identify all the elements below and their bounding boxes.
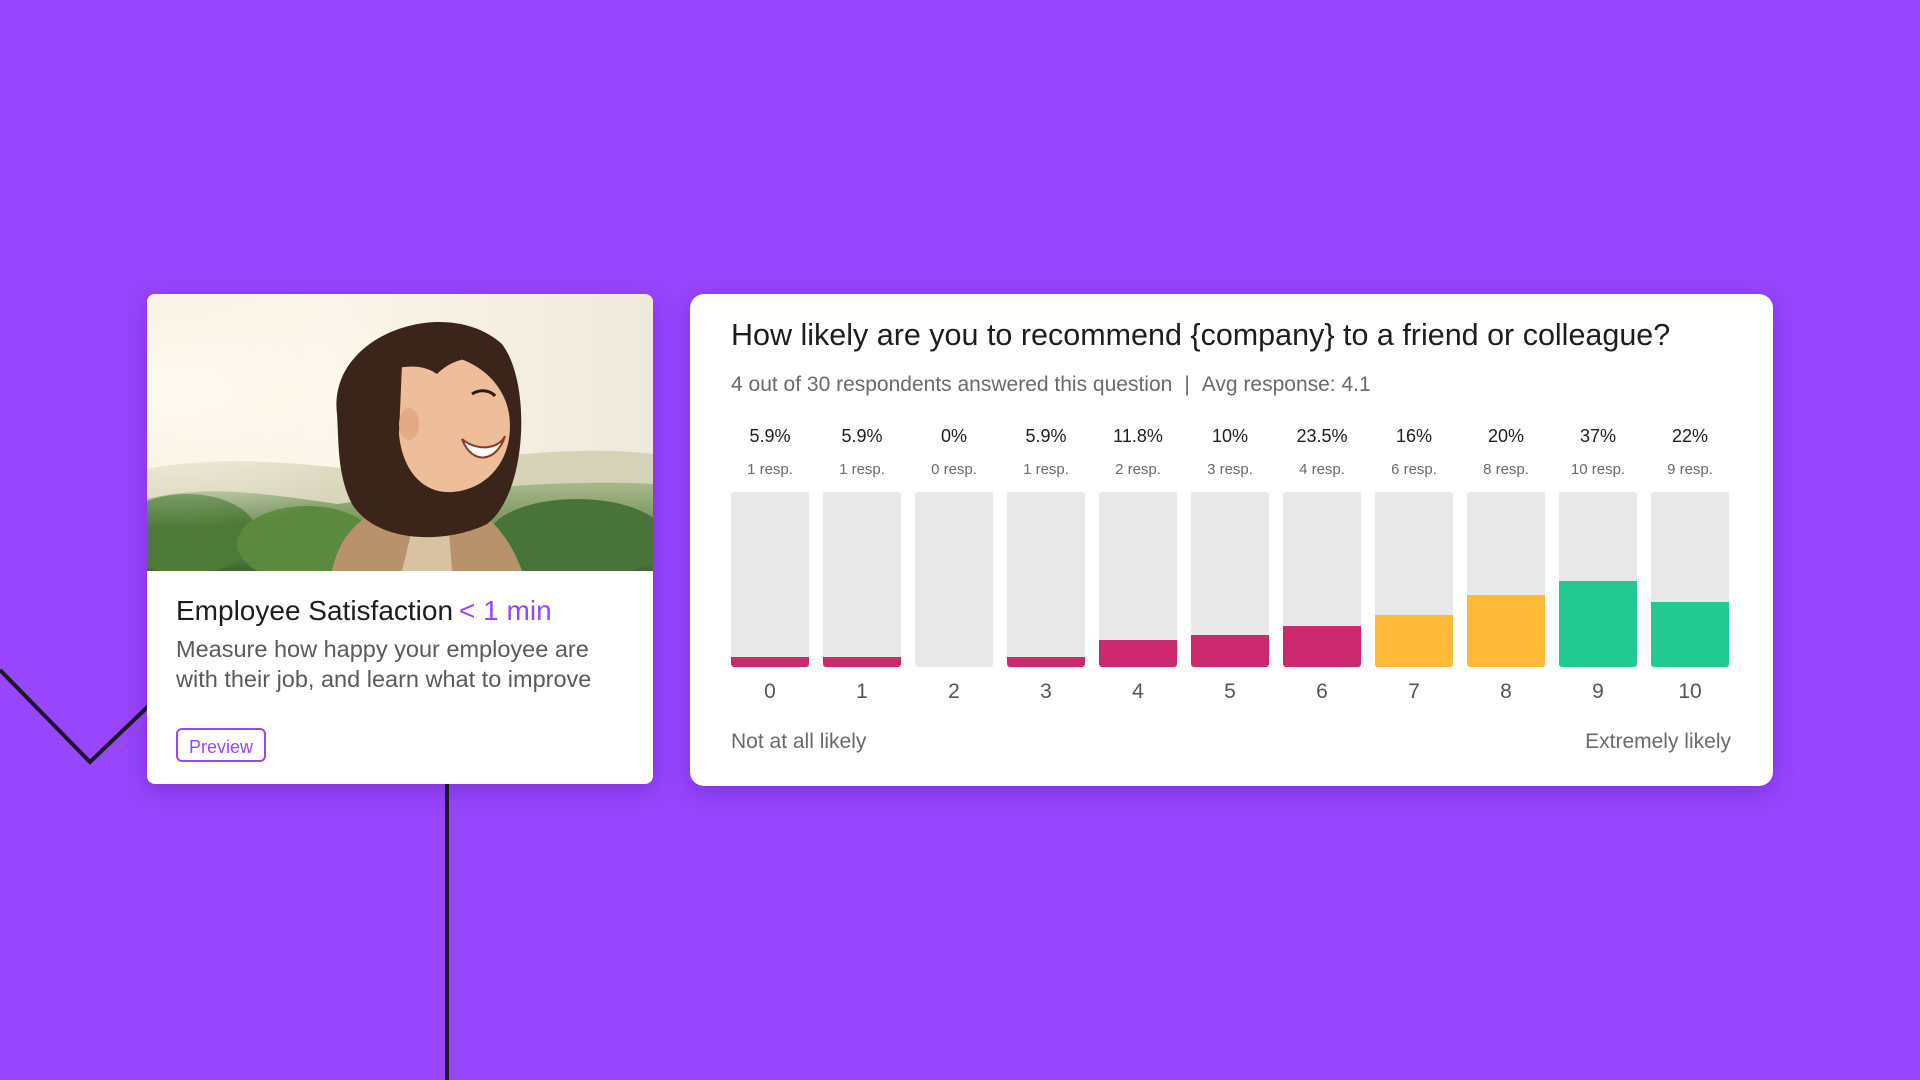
duration-label: < 1 min	[459, 595, 552, 626]
bar	[1283, 625, 1361, 667]
bar-percent-label: 22%	[1671, 426, 1709, 446]
bar-response-count: 1 resp.	[1023, 461, 1069, 478]
bar-column-1: 5.9% 1 resp. 1	[823, 426, 901, 706]
scale-low-label: Not at all likely	[731, 730, 867, 753]
bar-track	[915, 492, 993, 667]
survey-template-card[interactable]: Employee Satisfaction < 1 min Measure how…	[147, 294, 653, 784]
bar-response-count: 4 resp.	[1299, 461, 1345, 478]
answered-count: 4 out of 30 respondents answered this qu…	[731, 373, 1173, 396]
bar-response-count: 1 resp.	[747, 461, 793, 478]
preview-button[interactable]: Preview	[176, 728, 267, 762]
summary-separator: |	[1184, 373, 1190, 396]
bar-response-count: 8 resp.	[1483, 461, 1529, 478]
card-title: Employee Satisfaction < 1 min	[176, 594, 636, 628]
bar-column-3: 5.9% 1 resp. 3	[1007, 426, 1085, 706]
bar-response-count: 0 resp.	[931, 461, 977, 478]
bar	[1651, 601, 1729, 667]
bar	[1099, 639, 1177, 667]
card-body: Employee Satisfaction < 1 min Measure how…	[176, 594, 636, 694]
average-response: Avg response: 4.1	[1201, 373, 1371, 396]
score-label: 1	[856, 680, 868, 703]
bar-column-2: 0% 0 resp. 2	[915, 426, 993, 706]
bar-response-count: 9 resp.	[1667, 461, 1713, 478]
score-label: 5	[1224, 680, 1236, 703]
bar-track	[1283, 492, 1361, 667]
bar-percent-label: 16%	[1395, 426, 1433, 446]
bar-response-count: 1 resp.	[839, 461, 885, 478]
bar-percent-label: 5.9%	[1025, 426, 1067, 446]
bar-track	[1559, 492, 1637, 667]
bar-response-count: 3 resp.	[1207, 461, 1253, 478]
question-title: How likely are you to recommend {company…	[731, 318, 1671, 352]
score-label: 6	[1316, 680, 1328, 703]
bar-percent-label: 10%	[1211, 426, 1249, 446]
nps-bar-chart: 5.9% 1 resp. 0 5.9% 1 resp. 1 0% 0 resp. 2 5.9% 1 …	[731, 426, 1735, 706]
bar-column-5: 10% 3 resp. 5	[1191, 426, 1269, 706]
bar-column-10: 22% 9 resp. 10	[1651, 426, 1729, 706]
score-label: 9	[1592, 680, 1604, 703]
bar-track	[1467, 492, 1545, 667]
bar-column-0: 5.9% 1 resp. 0	[731, 426, 809, 706]
bar-track	[1651, 492, 1729, 667]
score-label: 7	[1408, 680, 1420, 703]
score-label: 0	[764, 680, 776, 703]
bar-track	[731, 492, 809, 667]
bar-percent-label: 23.5%	[1296, 426, 1348, 446]
score-label: 2	[948, 680, 960, 703]
smiling-woman-photo	[147, 294, 653, 571]
bar-column-7: 16% 6 resp. 7	[1375, 426, 1453, 706]
bar	[731, 656, 809, 667]
bar-percent-label: 5.9%	[841, 426, 883, 446]
zigzag-line	[0, 668, 162, 765]
scale-high-label: Extremely likely	[1585, 730, 1731, 753]
score-label: 8	[1500, 680, 1512, 703]
bar-column-6: 23.5% 4 resp. 6	[1283, 426, 1361, 706]
bar-response-count: 2 resp.	[1115, 461, 1161, 478]
nps-results-card: How likely are you to recommend {company…	[690, 294, 1773, 786]
bar-track	[1099, 492, 1177, 667]
bar-response-count: 10 resp.	[1570, 461, 1626, 478]
score-label: 4	[1132, 680, 1144, 703]
bar	[1191, 634, 1269, 667]
template-name: Employee Satisfaction	[176, 595, 454, 626]
bar-column-8: 20% 8 resp. 8	[1467, 426, 1545, 706]
bar	[1007, 656, 1085, 667]
bar-track	[1007, 492, 1085, 667]
bar-track	[1375, 492, 1453, 667]
bar-response-count: 6 resp.	[1391, 461, 1437, 478]
bar-percent-label: 37%	[1579, 426, 1617, 446]
bar-percent-label: 20%	[1487, 426, 1525, 446]
bar-column-4: 11.8% 2 resp. 4	[1099, 426, 1177, 706]
bar	[1375, 615, 1453, 667]
bar	[1467, 594, 1545, 667]
bar-percent-label: 0%	[940, 426, 967, 446]
card-description: Measure how happy your employee are with…	[176, 636, 592, 692]
bar-track	[823, 492, 901, 667]
bar-track	[1191, 492, 1269, 667]
bar-percent-label: 5.9%	[749, 426, 791, 446]
score-label: 3	[1040, 680, 1052, 703]
bar-column-9: 37% 10 resp. 9	[1559, 426, 1637, 706]
bar	[823, 656, 901, 667]
bar-percent-label: 11.8%	[1113, 426, 1163, 446]
bar	[1559, 580, 1637, 667]
response-summary: 4 out of 30 respondents answered this qu…	[731, 373, 1371, 397]
score-label: 10	[1678, 680, 1702, 703]
